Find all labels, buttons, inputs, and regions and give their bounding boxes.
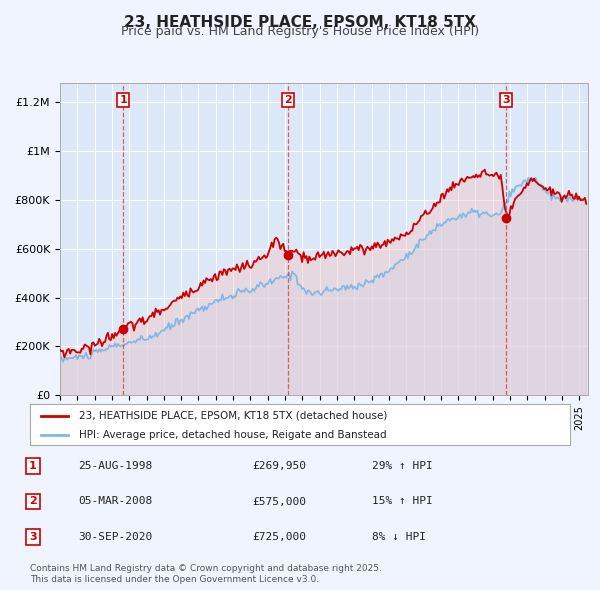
Text: 3: 3 <box>29 532 37 542</box>
Text: 25-AUG-1998: 25-AUG-1998 <box>78 461 152 471</box>
Text: 15% ↑ HPI: 15% ↑ HPI <box>372 497 433 506</box>
Text: 3: 3 <box>502 95 509 105</box>
Text: 30-SEP-2020: 30-SEP-2020 <box>78 532 152 542</box>
Text: 2: 2 <box>284 95 292 105</box>
Text: 23, HEATHSIDE PLACE, EPSOM, KT18 5TX (detached house): 23, HEATHSIDE PLACE, EPSOM, KT18 5TX (de… <box>79 411 387 421</box>
Text: Contains HM Land Registry data © Crown copyright and database right 2025.: Contains HM Land Registry data © Crown c… <box>30 565 382 573</box>
Text: £575,000: £575,000 <box>252 497 306 506</box>
Text: 8% ↓ HPI: 8% ↓ HPI <box>372 532 426 542</box>
Text: Price paid vs. HM Land Registry's House Price Index (HPI): Price paid vs. HM Land Registry's House … <box>121 25 479 38</box>
Text: 05-MAR-2008: 05-MAR-2008 <box>78 497 152 506</box>
Text: This data is licensed under the Open Government Licence v3.0.: This data is licensed under the Open Gov… <box>30 575 319 584</box>
Text: 2: 2 <box>29 497 37 506</box>
Text: 29% ↑ HPI: 29% ↑ HPI <box>372 461 433 471</box>
Text: HPI: Average price, detached house, Reigate and Banstead: HPI: Average price, detached house, Reig… <box>79 430 386 440</box>
Text: £269,950: £269,950 <box>252 461 306 471</box>
Text: 1: 1 <box>29 461 37 471</box>
Text: 23, HEATHSIDE PLACE, EPSOM, KT18 5TX: 23, HEATHSIDE PLACE, EPSOM, KT18 5TX <box>124 15 476 30</box>
Text: 1: 1 <box>119 95 127 105</box>
Text: £725,000: £725,000 <box>252 532 306 542</box>
